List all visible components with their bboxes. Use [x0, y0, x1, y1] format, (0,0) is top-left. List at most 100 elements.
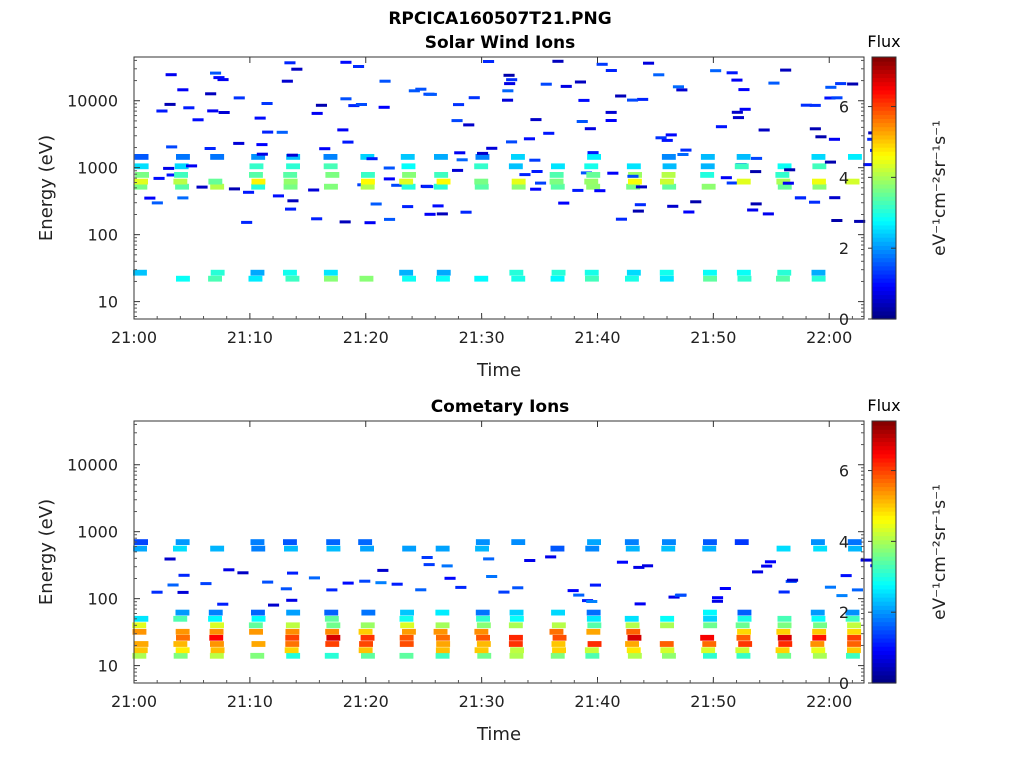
heatmap-cell: [324, 652, 339, 659]
heatmap-cell: [659, 275, 674, 282]
heatmap-cell: [845, 615, 860, 622]
heatmap-cell: [483, 60, 495, 63]
colorbar-swatch: [872, 171, 896, 177]
x-tick-label: 21:20: [343, 328, 389, 347]
heatmap-cell: [809, 103, 821, 107]
colorbar-swatch: [872, 437, 896, 443]
heatmap-cell: [287, 571, 299, 575]
heatmap-cell: [134, 178, 148, 185]
heatmap-cell: [210, 647, 225, 654]
colorbar-swatch: [872, 77, 896, 83]
heatmap-cell: [845, 178, 860, 185]
heatmap-cell: [391, 582, 403, 586]
heatmap-cell: [775, 172, 790, 178]
heatmap-cell: [399, 615, 414, 622]
colorbar-swatch: [872, 269, 896, 275]
colorbar-tick-label: 0: [839, 674, 849, 693]
x-tick-label: 21:00: [111, 692, 157, 711]
heatmap-cell: [737, 628, 751, 635]
colorbar-swatch: [872, 97, 896, 103]
heatmap-cell: [132, 652, 147, 659]
colorbar-swatch: [872, 286, 896, 291]
x-axis-label: Time: [476, 724, 521, 745]
heatmap-cell: [506, 140, 518, 144]
heatmap-cell: [285, 207, 297, 211]
colorbar-swatch: [872, 273, 896, 279]
heatmap-cell: [402, 628, 416, 635]
heatmap-cell: [436, 178, 451, 185]
heatmap-cell: [286, 154, 301, 160]
colorbar-swatch: [872, 601, 896, 606]
heatmap-cell: [703, 652, 717, 659]
heatmap-cell: [738, 88, 750, 92]
heatmap-cell: [401, 163, 416, 170]
heatmap-cell: [436, 275, 450, 282]
heatmap-cell: [761, 564, 773, 568]
heatmap-cell: [286, 609, 301, 616]
heatmap-cell: [628, 178, 642, 185]
heatmap-cell: [529, 158, 541, 162]
colorbar-swatch: [872, 617, 896, 623]
colorbar-swatch: [872, 433, 896, 438]
heatmap-cell: [734, 539, 749, 545]
heatmap-cell: [530, 187, 542, 191]
heatmap-cell: [455, 585, 467, 589]
colorbar-swatch: [872, 261, 896, 267]
heatmap-cell: [731, 110, 743, 114]
heatmap-cell: [750, 170, 762, 174]
heatmap-cell: [370, 202, 382, 206]
heatmap-cell: [511, 275, 526, 282]
heatmap-cell: [454, 151, 466, 155]
heatmap-cell: [285, 641, 300, 647]
heatmap-cell: [615, 217, 627, 221]
heatmap-cell: [736, 178, 751, 185]
colorbar-tick-label: 2: [839, 603, 849, 622]
heatmap-cell: [134, 539, 148, 545]
heatmap-cell: [434, 154, 448, 160]
heatmap-cell: [549, 178, 564, 185]
heatmap-cell: [249, 163, 264, 170]
heatmap-cell: [210, 154, 225, 160]
heatmap-cell: [662, 183, 677, 190]
heatmap-cell: [703, 539, 717, 545]
colorbar-swatch: [872, 588, 896, 594]
heatmap-cell: [377, 568, 389, 572]
heatmap-cell: [249, 172, 263, 178]
colorbar-swatch: [872, 674, 896, 680]
heatmap-cell: [355, 103, 367, 106]
heatmap-cell: [175, 628, 190, 635]
heatmap-cell: [634, 602, 646, 606]
heatmap-cell: [660, 647, 675, 654]
heatmap-cell: [737, 615, 752, 622]
heatmap-cell: [399, 641, 414, 647]
heatmap-cell: [551, 163, 565, 170]
heatmap-cell: [824, 96, 836, 100]
heatmap-cell: [474, 163, 489, 170]
heatmap-cell: [737, 609, 752, 616]
heatmap-cell: [178, 573, 190, 577]
heatmap-cell: [511, 183, 526, 190]
heatmap-cell: [456, 158, 468, 162]
heatmap-cell: [280, 587, 292, 591]
heatmap-cell: [402, 205, 414, 209]
heatmap-cell: [550, 545, 565, 552]
heatmap-cell: [780, 68, 792, 72]
heatmap-cell: [210, 622, 224, 629]
heatmap-cell: [659, 269, 674, 276]
heatmap-cell: [186, 164, 198, 168]
heatmap-cell: [812, 178, 826, 185]
colorbar-unit-label: eV⁻¹cm⁻²sr⁻¹s⁻¹: [930, 484, 950, 620]
colorbar-swatch: [872, 498, 896, 504]
heatmap-cell: [359, 579, 371, 583]
heatmap-cell: [731, 78, 743, 82]
heatmap-cell: [523, 137, 535, 141]
heatmap-cell: [475, 539, 490, 545]
heatmap-cell: [358, 539, 373, 545]
colorbar-swatch: [872, 102, 896, 107]
colorbar-swatch: [872, 253, 896, 259]
heatmap-cell: [281, 79, 293, 83]
heatmap-cell: [552, 647, 566, 654]
heatmap-cell: [509, 609, 524, 616]
colorbar-swatch: [872, 212, 896, 218]
heatmap-cell: [243, 190, 255, 194]
